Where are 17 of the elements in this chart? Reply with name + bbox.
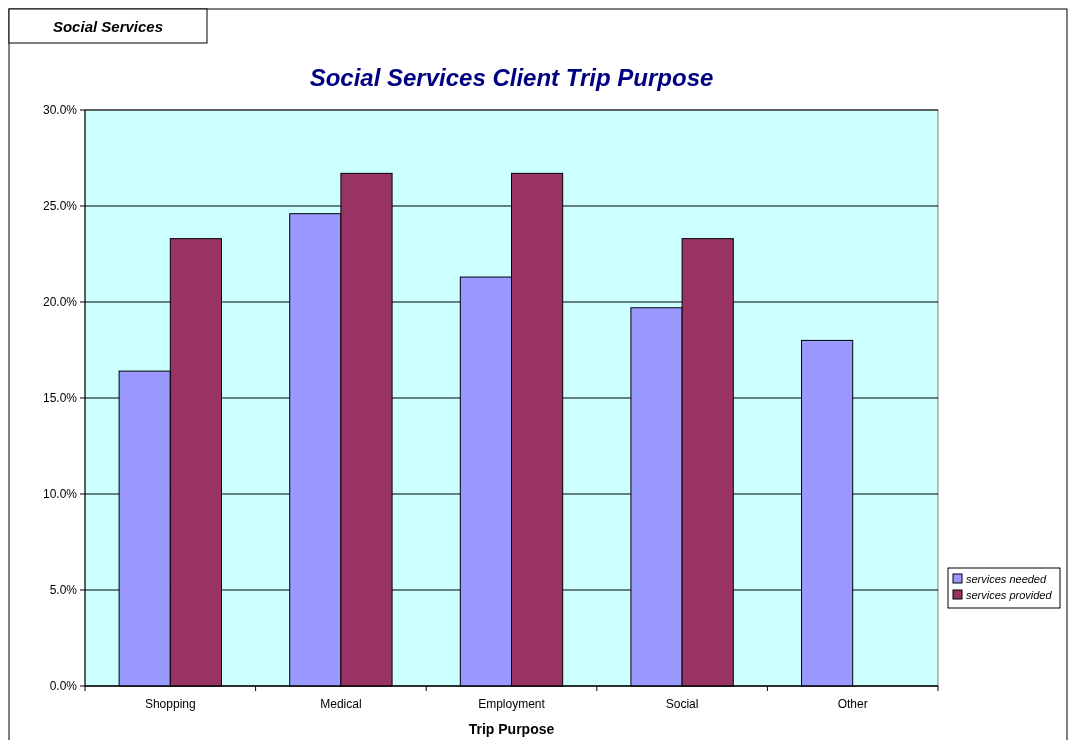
y-tick-label: 0.0% [49, 679, 78, 693]
x-tick-label: Medical [320, 697, 362, 711]
text: Social Services [52, 18, 164, 35]
y-tick-label: 20.0% [42, 295, 78, 309]
y-tick-label: 5.0% [49, 583, 78, 597]
x-axis-title: Trip Purpose [468, 721, 555, 737]
x-tick-label: Shopping [144, 697, 196, 711]
y-tick-label: 15.0% [42, 391, 78, 405]
chart-title: Social Services Client Trip Purpose [309, 64, 714, 91]
y-tick-label: 10.0% [42, 487, 78, 501]
legend-label: services provided [966, 589, 1053, 601]
x-tick-label: Social [665, 697, 699, 711]
x-tick-label: Employment [478, 697, 546, 711]
y-tick-label: 30.0% [42, 103, 78, 117]
x-tick-label: Other [837, 697, 868, 711]
y-tick-label: 25.0% [42, 199, 78, 213]
legend-label: services needed [966, 573, 1047, 585]
